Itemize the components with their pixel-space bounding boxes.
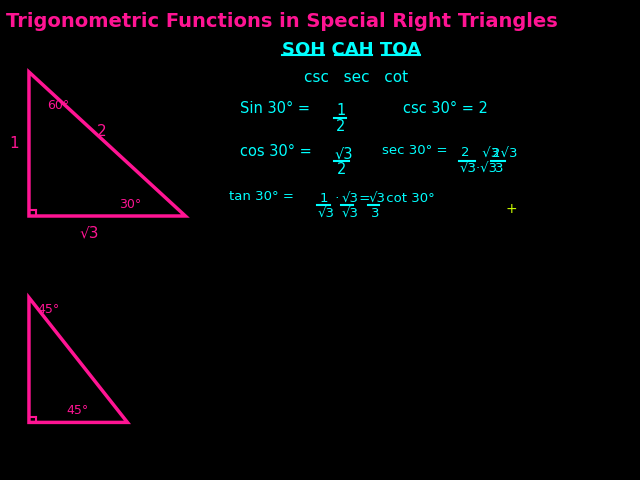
Text: √3: √3 [369,192,386,204]
Text: 1: 1 [336,103,345,118]
Text: √3: √3 [342,207,359,220]
Text: 45°: 45° [67,404,89,417]
Text: Trigonometric Functions in Special Right Triangles: Trigonometric Functions in Special Right… [6,12,557,31]
Text: sec 30° =: sec 30° = [382,144,448,157]
Text: √3: √3 [317,207,335,220]
Text: √3: √3 [335,146,353,161]
Text: ·: · [332,192,344,204]
Text: 30°: 30° [119,197,141,211]
Text: √3·√3: √3·√3 [460,162,497,175]
Text: 2: 2 [337,162,346,177]
Text: SOH CAH TOA: SOH CAH TOA [282,41,421,59]
Text: tan 30° =: tan 30° = [229,190,294,203]
Text: csc 30° = 2: csc 30° = 2 [403,101,488,116]
Text: 1: 1 [319,192,328,204]
Text: √3: √3 [342,192,359,204]
Text: =: = [355,192,374,204]
Text: Sin 30° =: Sin 30° = [241,101,310,116]
Text: csc   sec   cot: csc sec cot [304,70,408,84]
Text: 2√3: 2√3 [492,146,518,159]
Text: cos 30° =: cos 30° = [241,144,312,159]
Text: 45°: 45° [38,303,60,316]
Text: 2: 2 [97,124,106,140]
Text: 1: 1 [10,136,19,152]
Text: √3: √3 [479,146,500,159]
Text: 3: 3 [495,162,504,175]
Text: 2: 2 [336,119,346,134]
Text: 60°: 60° [47,99,70,112]
Text: 3: 3 [371,207,380,220]
Text: cot 30°: cot 30° [381,192,435,204]
Text: +: + [505,202,516,216]
Text: 2: 2 [461,146,470,159]
Text: √3: √3 [80,225,100,240]
